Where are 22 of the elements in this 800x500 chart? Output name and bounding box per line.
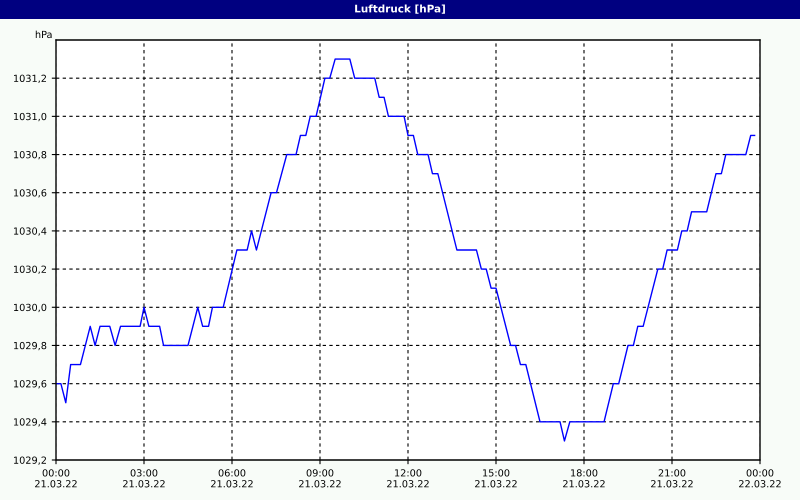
x-tick-label: 00:00 21.03.22 (35, 469, 77, 488)
y-tick-label: 1031,2 (14, 74, 46, 84)
y-tick-label: 1029,4 (14, 418, 46, 427)
x-tick-label: 00:00 22.03.22 (739, 469, 781, 488)
x-tick-label: 21:00 21.03.22 (651, 469, 693, 488)
y-tick-label: 1030,6 (14, 189, 46, 198)
chart-title: Luftdruck [hPa] (355, 4, 445, 14)
y-tick-label: 1030,2 (14, 266, 46, 274)
x-tick-label: 09:00 21.03.22 (299, 469, 341, 488)
x-tick-label: 18:00 21.03.22 (563, 469, 605, 488)
y-tick-label: 1030,0 (14, 304, 46, 312)
y-tick-label: 1029,6 (14, 380, 46, 388)
y-tick-label: 1029,8 (14, 342, 46, 350)
x-tick-label: 12:00 21.03.22 (387, 469, 429, 488)
y-tick-label: 1030,8 (14, 151, 46, 160)
x-tick-label: 15:00 21.03.22 (475, 469, 517, 488)
y-tick-label: 1030,4 (14, 227, 46, 236)
y-axis-title: hPa (36, 30, 52, 38)
x-tick-label: 03:00 21.03.22 (123, 469, 165, 488)
y-tick-label: 1029,2 (14, 456, 46, 465)
x-tick-label: 06:00 21.03.22 (211, 469, 253, 488)
y-tick-label: 1031,0 (14, 112, 46, 122)
